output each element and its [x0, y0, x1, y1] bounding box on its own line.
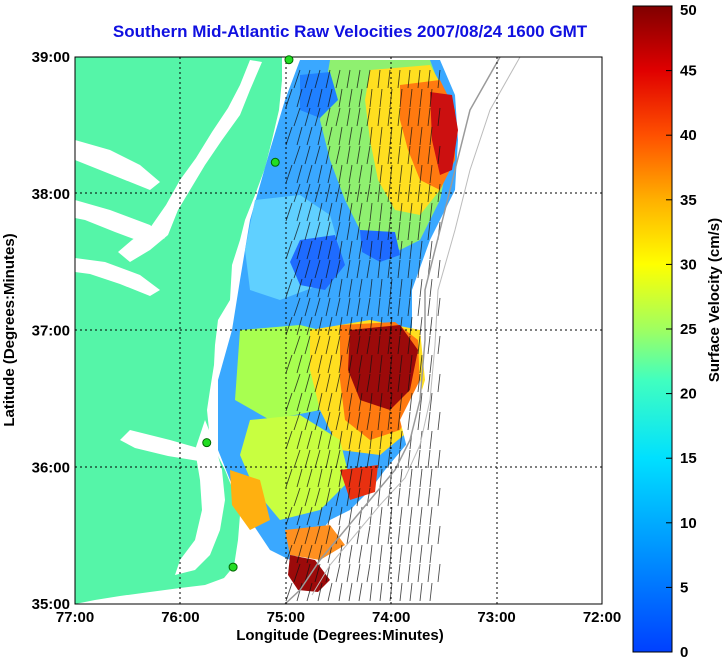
colorbar: [632, 5, 673, 653]
plot-frame: [74, 56, 603, 605]
lon-tick-label: 75:00: [267, 609, 305, 626]
colorbar-tick-label: 35: [680, 192, 697, 209]
bay-inlet-2: [75, 200, 165, 245]
colorbar-tick-label: 45: [680, 63, 697, 80]
colorbar-tick-label: 20: [680, 386, 697, 403]
colorbar-label: Surface Velocity (cm/s): [706, 218, 723, 382]
lon-tick-label: 73:00: [477, 609, 515, 626]
velocity-field: [218, 60, 458, 592]
bay-inlet-3: [75, 258, 160, 296]
station-hatteras-marker: [228, 562, 238, 572]
station-duck-marker: [202, 438, 212, 448]
colorbar-tick-label: 5: [680, 579, 688, 596]
y-axis-label: Latitude (Degrees:Minutes): [1, 233, 18, 426]
grid-lines: [75, 57, 602, 604]
x-axis-label: Longitude (Degrees:Minutes): [236, 627, 444, 644]
lon-tick-labels: 77:00 76:00 75:00 74:00 73:00 72:00: [56, 609, 621, 626]
map-title: Southern Mid-Atlantic Raw Velocities 200…: [112, 22, 588, 41]
colorbar-tick-label: 25: [680, 321, 697, 338]
station-delmarva-marker: [270, 157, 280, 167]
colorbar-tick-label: 40: [680, 127, 697, 144]
velocity-arrows: [285, 69, 441, 602]
colorbar-tick-label: 10: [680, 515, 697, 532]
stations-layer: [202, 55, 294, 572]
lon-tick-label: 72:00: [583, 609, 621, 626]
chesapeake-bay: [118, 60, 262, 262]
lat-tick-label: 36:00: [32, 459, 70, 476]
colorbar-tick-label: 15: [680, 450, 697, 467]
shelf-contour: [284, 57, 501, 604]
colorbar-tick-label: 50: [680, 2, 697, 19]
lon-tick-label: 77:00: [56, 609, 94, 626]
lat-tick-label: 35:00: [32, 596, 70, 613]
colorbar-ticks: 0 5 10 15 20 25 30 35 40 45 50: [666, 2, 697, 659]
albemarle-sound: [120, 430, 205, 462]
colorbar-tick-label: 0: [680, 644, 688, 659]
bay-inlet-1: [75, 140, 160, 190]
lat-tick-label: 38:00: [32, 186, 70, 203]
lon-tick-label: 74:00: [372, 609, 410, 626]
station-north-marker: [284, 55, 294, 65]
lon-tick-label: 76:00: [161, 609, 199, 626]
lat-tick-label: 37:00: [32, 323, 70, 340]
colorbar-tick-label: 30: [680, 256, 697, 273]
delaware-bay: [284, 57, 300, 88]
pamlico-sound: [175, 420, 225, 575]
lat-tick-label: 39:00: [32, 49, 70, 66]
shelf-contour-2: [311, 57, 521, 596]
lat-tick-labels: 39:00 38:00 37:00 36:00 35:00: [32, 49, 70, 613]
